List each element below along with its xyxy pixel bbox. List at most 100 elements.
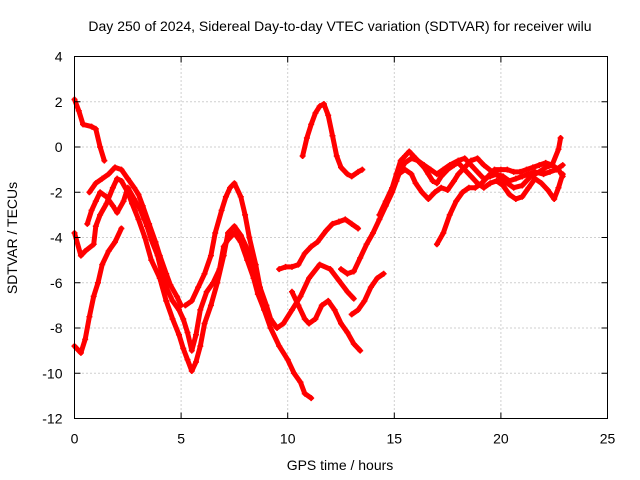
data-point [306, 320, 313, 327]
data-point [512, 175, 519, 182]
series-arc-6 [182, 180, 357, 331]
data-point [225, 236, 232, 243]
data-point [355, 225, 362, 232]
data-point [84, 220, 91, 227]
y-tick-label: 4 [55, 49, 63, 65]
x-tick-label: 0 [71, 431, 79, 447]
x-tick-label: 25 [600, 431, 616, 447]
data-point [139, 202, 146, 209]
data-point [438, 184, 445, 191]
data-point [342, 216, 349, 223]
data-point [169, 315, 176, 322]
data-point [459, 189, 466, 196]
data-point [299, 153, 306, 160]
data-point [369, 229, 376, 236]
data-point [468, 173, 475, 180]
data-point [175, 331, 182, 338]
data-point [444, 186, 451, 193]
data-point [406, 148, 413, 155]
data-point [506, 191, 513, 198]
data-point [173, 293, 180, 300]
y-tick-label: -8 [50, 320, 63, 336]
data-point [320, 101, 327, 108]
data-point [201, 320, 208, 327]
data-point [495, 173, 502, 180]
data-point [487, 180, 494, 187]
data-point [306, 275, 313, 282]
series-arc-4 [84, 184, 315, 402]
data-point [433, 241, 440, 248]
data-point [344, 288, 351, 295]
data-point [82, 336, 89, 343]
data-point [188, 297, 195, 304]
data-point [355, 306, 362, 313]
y-tick-label: -10 [42, 365, 62, 381]
data-point [331, 306, 338, 313]
data-point [231, 223, 238, 230]
data-point [118, 166, 125, 173]
data-point [280, 320, 287, 327]
data-point [491, 166, 498, 173]
data-point [109, 184, 116, 191]
data-point [414, 157, 421, 164]
data-point [193, 331, 200, 338]
data-point [329, 220, 336, 227]
data-point [357, 254, 364, 261]
data-point [555, 184, 562, 191]
data-point [242, 211, 249, 218]
data-point [433, 180, 440, 187]
data-point [92, 223, 99, 230]
data-point [250, 275, 257, 282]
data-point [90, 241, 97, 248]
data-point [438, 173, 445, 180]
series-line [72, 225, 124, 356]
data-point [97, 211, 104, 218]
data-point [519, 173, 526, 180]
data-point [329, 132, 336, 139]
data-point [288, 263, 295, 270]
data-point [203, 288, 210, 295]
data-point [256, 284, 263, 291]
data-point [474, 168, 481, 175]
data-point [325, 297, 332, 304]
data-point [312, 110, 319, 117]
data-point [276, 266, 283, 273]
data-point [401, 153, 408, 160]
data-point [504, 166, 511, 173]
series-line [276, 216, 361, 272]
data-point [468, 157, 475, 164]
data-point [367, 284, 374, 291]
data-point [523, 166, 530, 173]
data-point [201, 270, 208, 277]
data-point [77, 252, 84, 259]
data-point [504, 180, 511, 187]
data-point [338, 320, 344, 327]
data-point [118, 225, 125, 232]
data-point [303, 134, 310, 141]
data-point [376, 211, 383, 218]
data-point [231, 229, 238, 236]
data-point [544, 186, 551, 193]
data-point [207, 252, 214, 259]
data-point [86, 313, 93, 320]
data-point [184, 329, 191, 336]
data-point [184, 356, 191, 363]
data-point [350, 268, 357, 275]
data-point [182, 302, 189, 309]
data-point [220, 243, 227, 250]
data-point [188, 367, 195, 374]
data-point [519, 182, 526, 189]
series-line [84, 185, 314, 401]
data-point [500, 182, 507, 189]
data-point [314, 239, 321, 246]
data-point [510, 184, 517, 191]
data-point [440, 229, 447, 236]
data-point [80, 121, 87, 128]
data-point [512, 196, 519, 203]
y-axis-label: SDTVAR / TECUs [4, 182, 20, 294]
data-point [295, 261, 302, 268]
data-point [207, 302, 214, 309]
data-point [450, 177, 457, 184]
data-point [131, 196, 138, 203]
data-point [335, 218, 342, 225]
